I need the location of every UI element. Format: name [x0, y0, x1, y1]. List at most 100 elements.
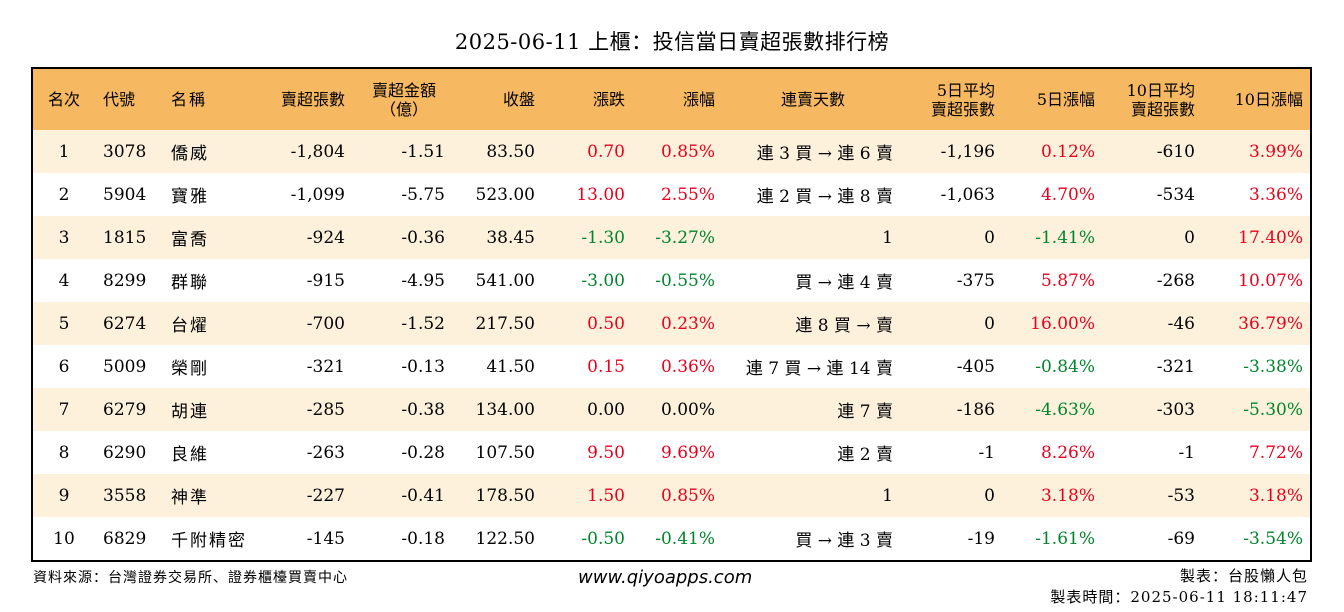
- cell-consecutive: 連 2 買 → 連 8 賣: [756, 187, 893, 207]
- cell-consecutive: 1: [882, 227, 893, 248]
- table-row[interactable]: 9 3558 神準 -227 -0.41 178.50 1.50 0.85% 1 0 3.18% -5…: [33, 474, 1310, 517]
- column-header-consecutive: 連賣天數: [780, 90, 845, 109]
- cell-avg5: -1: [978, 442, 995, 463]
- cell-pct5: -0.84%: [1035, 356, 1095, 377]
- cell-name: 神準: [171, 488, 209, 508]
- cell-close: 523.00: [475, 184, 535, 205]
- table-row[interactable]: 1 3078 僑威 -1,804 -1.51 83.50 0.70 0.85% 連 3 買 → …: [33, 130, 1310, 173]
- cell-change: 0.50: [587, 313, 625, 334]
- cell-pct5: 4.70%: [1040, 184, 1095, 205]
- cell-sell-amount: -0.36: [401, 227, 445, 248]
- cell-avg5: -186: [956, 399, 995, 420]
- cell-code: 3078: [103, 141, 147, 162]
- cell-sell-amount: -5.75: [401, 184, 445, 205]
- cell-sell-amount: -0.13: [401, 356, 445, 377]
- cell-sell-amount: -0.38: [401, 399, 445, 420]
- cell-name: 千附精密: [171, 531, 247, 551]
- cell-change-pct: 0.85%: [660, 485, 715, 506]
- cell-rank: 4: [58, 270, 70, 291]
- cell-code: 8299: [103, 270, 147, 291]
- cell-close: 178.50: [475, 485, 535, 506]
- cell-code: 3558: [103, 485, 147, 506]
- cell-close: 83.50: [486, 141, 535, 162]
- cell-sell-lots: -700: [306, 313, 345, 334]
- cell-close: 38.45: [486, 227, 535, 248]
- cell-sell-amount: -1.51: [401, 141, 445, 162]
- cell-pct10: 10.07%: [1238, 270, 1303, 291]
- cell-change: 0.70: [587, 141, 625, 162]
- table-row[interactable]: 4 8299 群聯 -915 -4.95 541.00 -3.00 -0.55% 買 → 連 4…: [33, 259, 1310, 302]
- cell-avg5: -375: [956, 270, 995, 291]
- cell-close: 41.50: [486, 356, 535, 377]
- cell-sell-lots: -321: [306, 356, 345, 377]
- table-row[interactable]: 5 6274 台燿 -700 -1.52 217.50 0.50 0.23% 連 8 買 → 賣…: [33, 302, 1310, 345]
- cell-avg5: 0: [984, 227, 995, 248]
- cell-consecutive: 買 → 連 3 賣: [795, 531, 893, 551]
- cell-sell-amount: -0.18: [401, 528, 445, 549]
- cell-change-pct: -0.41%: [655, 528, 715, 549]
- cell-sell-lots: -227: [306, 485, 345, 506]
- cell-pct5: 8.26%: [1040, 442, 1095, 463]
- cell-rank: 5: [58, 313, 70, 334]
- column-header-change-pct: 漲幅: [682, 90, 715, 109]
- cell-avg10: -610: [1156, 141, 1195, 162]
- cell-pct10: -3.38%: [1243, 356, 1303, 377]
- cell-pct10: 3.99%: [1248, 141, 1303, 162]
- cell-sell-lots: -1,804: [290, 141, 345, 162]
- cell-change-pct: 0.23%: [660, 313, 715, 334]
- cell-code: 1815: [103, 227, 147, 248]
- cell-avg10: -53: [1167, 485, 1195, 506]
- cell-pct10: 3.18%: [1248, 485, 1303, 506]
- cell-consecutive: 連 7 買 → 連 14 賣: [745, 359, 893, 379]
- cell-change-pct: -3.27%: [655, 227, 715, 248]
- table-row[interactable]: 6 5009 榮剛 -321 -0.13 41.50 0.15 0.36% 連 7 買 → 連 …: [33, 345, 1310, 388]
- author-credit: 製表：台股懶人包: [1179, 567, 1308, 585]
- cell-name: 僑威: [171, 144, 209, 164]
- cell-close: 107.50: [475, 442, 535, 463]
- cell-avg10: 0: [1184, 227, 1195, 248]
- cell-change: 13.00: [576, 184, 625, 205]
- cell-rank: 10: [53, 528, 75, 549]
- cell-pct10: 17.40%: [1238, 227, 1303, 248]
- table-row[interactable]: 7 6279 胡連 -285 -0.38 134.00 0.00 0.00% 連 7 賣 -186…: [33, 388, 1310, 431]
- cell-pct5: 3.18%: [1040, 485, 1095, 506]
- cell-avg10: -321: [1156, 356, 1195, 377]
- cell-consecutive: 連 2 賣: [837, 445, 893, 465]
- cell-sell-lots: -285: [306, 399, 345, 420]
- table-row[interactable]: 8 6290 良維 -263 -0.28 107.50 9.50 9.69% 連 2 賣 -1 8.…: [33, 431, 1310, 474]
- cell-name: 榮剛: [171, 359, 209, 379]
- ranking-table: 名次 代號 名稱 賣超張數 賣超金額 （億） 收盤 漲跌 漲幅 連賣天數 5日平均 賣超張數 5日漲…: [33, 69, 1310, 560]
- cell-change-pct: 0.85%: [660, 141, 715, 162]
- ranking-table-container: 名次 代號 名稱 賣超張數 賣超金額 （億） 收盤 漲跌 漲幅 連賣天數 5日平均 賣超張數 5日漲…: [31, 67, 1312, 562]
- cell-pct5: -1.61%: [1035, 528, 1095, 549]
- cell-sell-amount: -0.41: [401, 485, 445, 506]
- table-row[interactable]: 2 5904 寶雅 -1,099 -5.75 523.00 13.00 2.55% 連 2 買 …: [33, 173, 1310, 216]
- cell-sell-lots: -145: [306, 528, 345, 549]
- cell-avg10: -268: [1156, 270, 1195, 291]
- table-row[interactable]: 3 1815 富喬 -924 -0.36 38.45 -1.30 -3.27% 1 0 -1.41%…: [33, 216, 1310, 259]
- cell-change-pct: 9.69%: [660, 442, 715, 463]
- cell-change: -1.30: [581, 227, 625, 248]
- cell-pct5: -4.63%: [1035, 399, 1095, 420]
- website-link[interactable]: www.qiyoapps.com: [578, 567, 753, 588]
- cell-code: 5904: [103, 184, 147, 205]
- cell-sell-amount: -4.95: [401, 270, 445, 291]
- cell-change-pct: 2.55%: [660, 184, 715, 205]
- cell-change: -0.50: [581, 528, 625, 549]
- cell-avg10: -1: [1178, 442, 1195, 463]
- cell-sell-amount: -0.28: [401, 442, 445, 463]
- table-header-row: 名次 代號 名稱 賣超張數 賣超金額 （億） 收盤 漲跌 漲幅 連賣天數 5日平均 賣超張數 5日漲…: [33, 69, 1310, 130]
- cell-pct10: -3.54%: [1243, 528, 1303, 549]
- table-row[interactable]: 10 6829 千附精密 -145 -0.18 122.50 -0.50 -0.41% 買 → …: [33, 517, 1310, 560]
- cell-sell-lots: -1,099: [290, 184, 345, 205]
- cell-avg5: -1,063: [940, 184, 995, 205]
- cell-pct10: -5.30%: [1243, 399, 1303, 420]
- cell-sell-lots: -263: [306, 442, 345, 463]
- cell-sell-amount: -1.52: [401, 313, 445, 334]
- cell-rank: 7: [58, 399, 70, 420]
- column-header-rank: 名次: [47, 90, 80, 109]
- column-header-code: 代號: [103, 90, 136, 109]
- cell-consecutive: 1: [882, 485, 893, 506]
- cell-consecutive: 連 7 賣: [837, 402, 893, 422]
- cell-pct5: -1.41%: [1035, 227, 1095, 248]
